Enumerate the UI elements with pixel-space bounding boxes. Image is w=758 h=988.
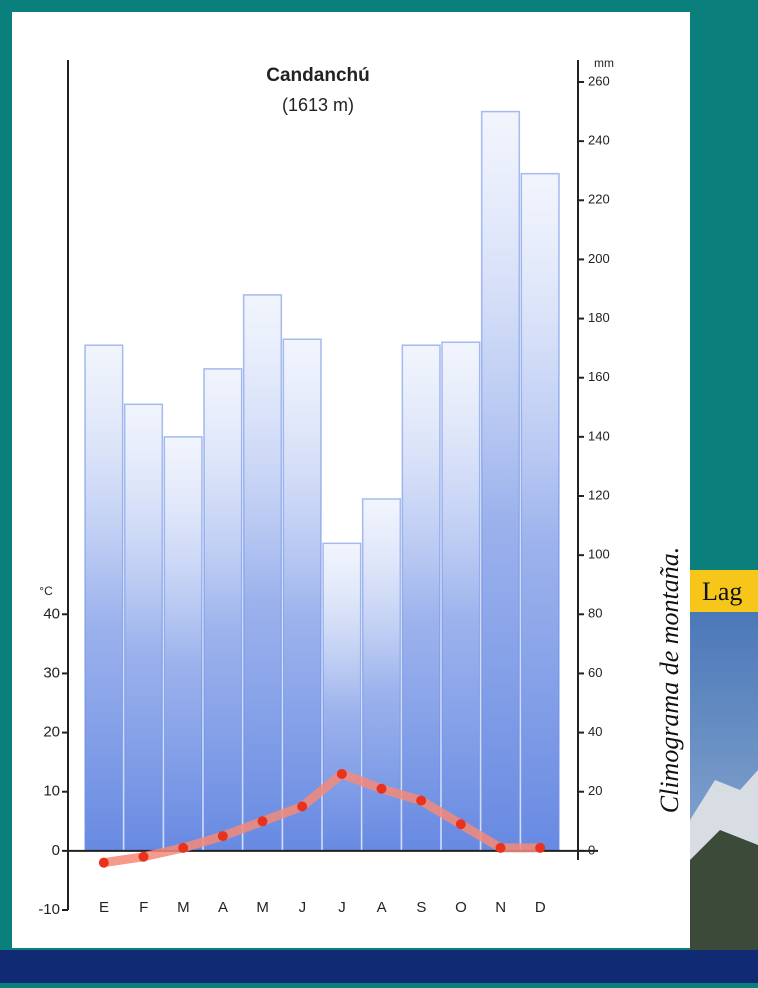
side-caption: Climograma de montaña. xyxy=(655,547,684,814)
temperature-point xyxy=(416,795,427,806)
chart-subtitle: (1613 m) xyxy=(282,95,354,115)
precipitation-bar xyxy=(480,110,521,852)
x-tick-label: O xyxy=(455,899,467,916)
y2-tick-label: 120 xyxy=(588,487,610,502)
precipitation-bar xyxy=(282,338,322,852)
y-tick-label: 0 xyxy=(52,842,60,859)
y-tick-label: 10 xyxy=(43,783,60,800)
y-tick-label: -10 xyxy=(38,901,60,918)
photo-label: Lag xyxy=(702,577,742,606)
precipitation-bar xyxy=(123,403,164,852)
y-tick-label: 20 xyxy=(43,724,60,741)
temperature-point xyxy=(535,842,546,853)
y-tick-label: 30 xyxy=(43,664,60,681)
y2-tick-label: 200 xyxy=(588,251,610,266)
x-tick-label: S xyxy=(416,899,426,916)
y2-tick-label: 140 xyxy=(588,428,610,443)
temperature-point xyxy=(98,857,109,868)
temperature-line xyxy=(99,769,545,868)
precipitation-bar xyxy=(361,498,402,852)
temperature-point xyxy=(217,831,228,842)
x-tick-label: J xyxy=(338,899,346,916)
y2-tick-label: 80 xyxy=(588,606,602,621)
precipitation-bar xyxy=(322,542,362,852)
y2-tick-label: 0 xyxy=(588,842,595,857)
y2-tick-label: 20 xyxy=(588,783,602,798)
precipitation-bar xyxy=(242,294,283,852)
x-tick-label: D xyxy=(535,899,546,916)
precipitation-bar xyxy=(84,344,124,852)
temperature-point xyxy=(336,768,347,779)
temperature-point xyxy=(297,801,308,812)
y2-tick-label: 40 xyxy=(588,724,602,739)
temperature-point xyxy=(178,842,189,853)
temperature-point xyxy=(376,783,387,794)
precipitation-bar xyxy=(163,436,203,852)
precipitation-bar xyxy=(520,172,560,852)
x-tick-label: E xyxy=(99,899,109,916)
precipitation-bar xyxy=(401,344,441,852)
y2-tick-label: 260 xyxy=(588,73,610,88)
temperature-point xyxy=(455,819,466,830)
precipitation-bar xyxy=(441,341,481,852)
x-tick-label: A xyxy=(218,899,228,916)
y2-tick-label: 100 xyxy=(588,547,610,562)
precipitation-bar xyxy=(203,368,243,852)
temperature-point xyxy=(495,842,506,853)
y2-axis-unit: mm xyxy=(594,56,614,70)
label-bar xyxy=(690,570,758,612)
y2-tick-label: 240 xyxy=(588,133,610,148)
x-tick-label: M xyxy=(256,899,269,916)
x-tick-label: M xyxy=(177,899,190,916)
y2-tick-label: 160 xyxy=(588,369,610,384)
hillside xyxy=(690,830,758,950)
bottom-band xyxy=(0,950,758,983)
x-tick-label: J xyxy=(299,899,307,916)
chart-title: Candanchú xyxy=(266,65,369,86)
y-tick-label: 40 xyxy=(43,605,60,622)
x-tick-label: N xyxy=(495,899,506,916)
y2-tick-label: 220 xyxy=(588,192,610,207)
temperature-point xyxy=(257,816,268,827)
x-tick-label: A xyxy=(377,899,387,916)
y2-tick-label: 60 xyxy=(588,665,602,680)
x-tick-label: F xyxy=(139,899,148,916)
y2-tick-label: 180 xyxy=(588,310,610,325)
temperature-point xyxy=(138,851,149,862)
y-axis-unit: °C xyxy=(39,584,53,598)
